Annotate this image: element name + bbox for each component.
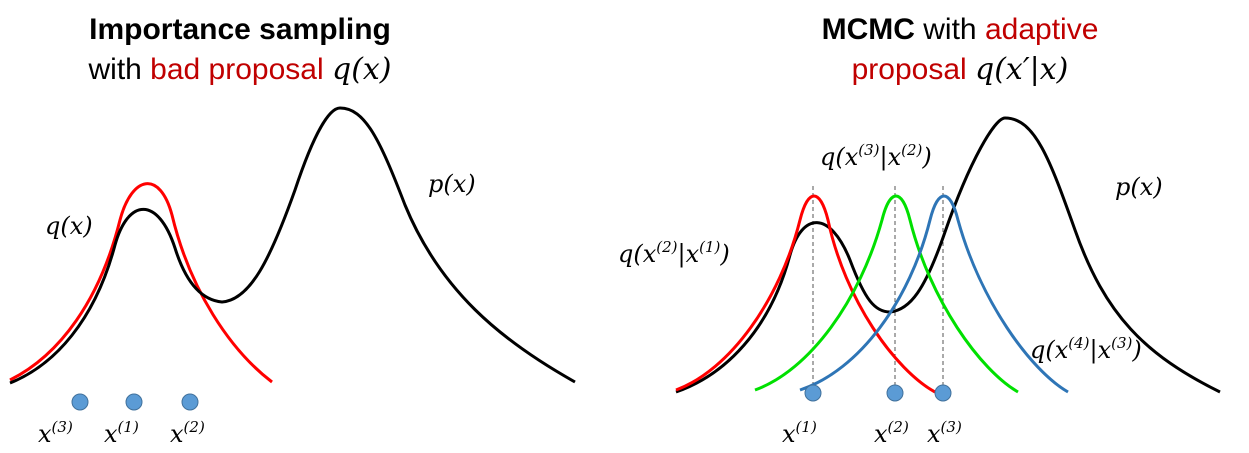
left-panel: q(x) p(x) x(3) x(1) x(2) — [9, 106, 576, 448]
right-panel: p(x) q(x(2)|x(1)) q(x(3)|x(2)) q(x(4)|x(… — [618, 116, 1221, 448]
right-title-bold: MCMC — [821, 13, 915, 46]
left-title-red: bad proposal — [150, 53, 324, 86]
right-proposal-label-2: q(x(3)|x(2)) — [820, 141, 932, 172]
left-sample-point-2 — [181, 393, 199, 411]
left-proposal-curve — [9, 182, 273, 384]
left-sample-point-3 — [71, 393, 89, 411]
left-sample-point-1 — [125, 393, 143, 411]
left-title-math: q(x) — [331, 52, 392, 87]
right-title-plain: with — [914, 13, 985, 46]
left-sample-label-1: x(1) — [104, 418, 139, 448]
left-sample-label-3: x(3) — [38, 418, 73, 448]
left-title-plain: with — [88, 53, 151, 86]
right-sample-point-1 — [804, 384, 822, 402]
left-target-label: p(x) — [428, 170, 476, 198]
right-title-math: q(x′|x) — [975, 52, 1069, 87]
left-title-bold: Importance sampling — [89, 13, 391, 46]
left-title: Importance sampling with bad proposal q(… — [0, 10, 480, 90]
right-sample-label-3: x(3) — [927, 418, 962, 448]
right-proposal-curve-2 — [754, 194, 1019, 394]
left-proposal-label: q(x) — [45, 212, 93, 240]
left-target-curve — [9, 106, 576, 385]
right-target-label: p(x) — [1115, 173, 1163, 201]
right-title-red: adaptive — [984, 13, 1099, 46]
right-proposal-curve-3 — [799, 194, 1069, 394]
right-title: MCMC with adaptive proposal q(x′|x) — [780, 10, 1140, 90]
right-proposal-label-1: q(x(2)|x(1)) — [618, 238, 730, 269]
right-sample-point-2 — [886, 384, 904, 402]
right-sample-label-2: x(2) — [874, 418, 909, 448]
right-proposal-label-3: q(x(4)|x(3)) — [1030, 334, 1142, 365]
right-title-red2: proposal — [851, 53, 967, 86]
right-proposal-curve-1 — [675, 194, 936, 394]
left-sample-label-2: x(2) — [170, 418, 205, 448]
right-sample-point-3 — [934, 384, 952, 402]
right-sample-label-1: x(1) — [782, 418, 817, 448]
